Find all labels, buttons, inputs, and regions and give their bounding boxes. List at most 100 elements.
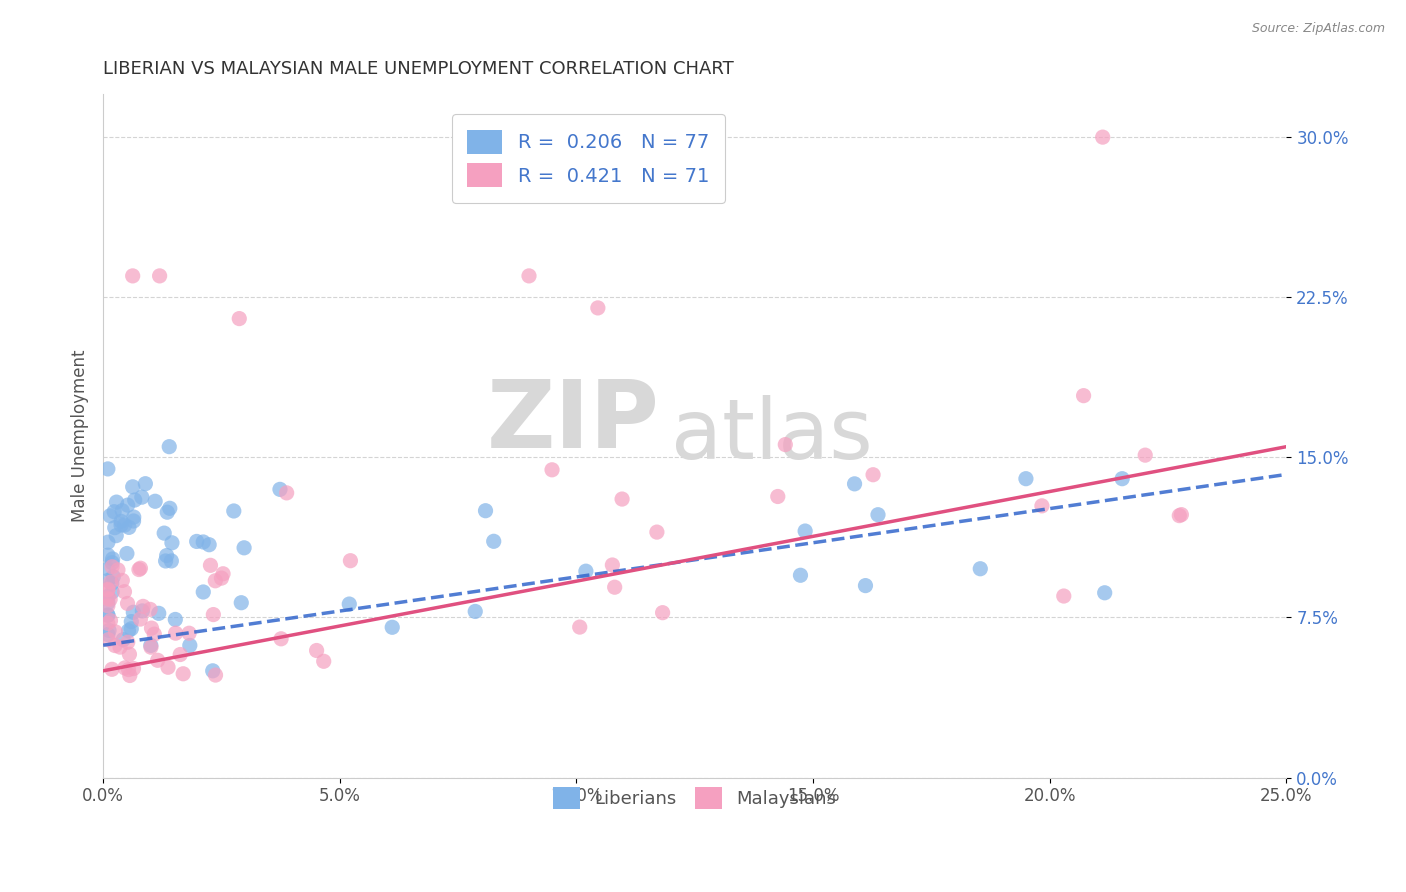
Point <box>1094 586 1116 600</box>
Point <box>157 440 180 454</box>
Point <box>603 580 626 594</box>
Point <box>775 437 797 451</box>
Point <box>186 534 208 549</box>
Point <box>121 268 143 283</box>
Point <box>120 615 142 629</box>
Point <box>129 612 152 626</box>
Point <box>117 624 139 638</box>
Point <box>97 548 120 562</box>
Point <box>131 604 153 618</box>
Point <box>104 521 127 535</box>
Point <box>97 590 120 604</box>
Point <box>204 574 226 588</box>
Point <box>193 535 215 549</box>
Point <box>862 467 884 482</box>
Point <box>602 558 624 572</box>
Point <box>97 535 120 549</box>
Point <box>200 558 222 573</box>
Text: ZIP: ZIP <box>486 376 659 468</box>
Point <box>131 490 153 504</box>
Point <box>269 483 291 497</box>
Point <box>117 597 139 611</box>
Point <box>1135 448 1157 462</box>
Point <box>129 561 152 575</box>
Point <box>179 639 201 653</box>
Point <box>110 518 132 533</box>
Point <box>114 661 136 675</box>
Point <box>1091 130 1114 145</box>
Point <box>153 526 176 541</box>
Point <box>118 647 141 661</box>
Point <box>586 301 609 315</box>
Point <box>132 599 155 614</box>
Point <box>651 606 673 620</box>
Text: Source: ZipAtlas.com: Source: ZipAtlas.com <box>1251 22 1385 36</box>
Point <box>118 668 141 682</box>
Point <box>482 534 505 549</box>
Point <box>160 536 183 550</box>
Point <box>844 476 866 491</box>
Point <box>98 624 121 638</box>
Point <box>211 571 233 585</box>
Point <box>1073 389 1095 403</box>
Point <box>117 635 139 649</box>
Point <box>114 584 136 599</box>
Point <box>866 508 889 522</box>
Point <box>101 556 124 570</box>
Point <box>610 491 633 506</box>
Point <box>212 566 235 581</box>
Point <box>337 597 360 611</box>
Point <box>568 620 591 634</box>
Point <box>100 576 122 591</box>
Point <box>134 476 156 491</box>
Point <box>101 662 124 676</box>
Point <box>149 268 172 283</box>
Point <box>645 525 668 540</box>
Y-axis label: Male Unemployment: Male Unemployment <box>72 350 89 522</box>
Point <box>1015 472 1038 486</box>
Point <box>270 632 292 646</box>
Point <box>233 541 256 555</box>
Point <box>139 640 162 655</box>
Point <box>789 568 811 582</box>
Point <box>193 585 215 599</box>
Point <box>541 463 564 477</box>
Point <box>122 605 145 619</box>
Point <box>1031 499 1053 513</box>
Point <box>115 547 138 561</box>
Point <box>124 493 146 508</box>
Point <box>222 504 245 518</box>
Point <box>156 549 179 563</box>
Point <box>98 508 121 523</box>
Point <box>148 607 170 621</box>
Point <box>165 612 187 626</box>
Legend: Liberians, Malaysians: Liberians, Malaysians <box>538 772 851 823</box>
Point <box>312 654 335 668</box>
Point <box>122 661 145 675</box>
Point <box>1053 589 1076 603</box>
Point <box>202 607 225 622</box>
Point <box>204 668 226 682</box>
Point <box>143 494 166 508</box>
Point <box>201 664 224 678</box>
Point <box>97 608 120 623</box>
Text: LIBERIAN VS MALAYSIAN MALE UNEMPLOYMENT CORRELATION CHART: LIBERIAN VS MALAYSIAN MALE UNEMPLOYMENT … <box>103 60 734 78</box>
Point <box>104 639 127 653</box>
Point <box>117 663 139 677</box>
Point <box>98 592 121 607</box>
Point <box>97 627 120 641</box>
Point <box>97 462 120 476</box>
Point <box>172 666 194 681</box>
Point <box>103 505 125 519</box>
Point <box>139 602 162 616</box>
Point <box>97 596 120 610</box>
Point <box>111 574 134 588</box>
Point <box>128 563 150 577</box>
Point <box>198 538 221 552</box>
Point <box>160 554 183 568</box>
Point <box>110 515 132 529</box>
Point <box>97 599 120 613</box>
Point <box>1111 472 1133 486</box>
Text: atlas: atlas <box>671 395 873 476</box>
Point <box>305 643 328 657</box>
